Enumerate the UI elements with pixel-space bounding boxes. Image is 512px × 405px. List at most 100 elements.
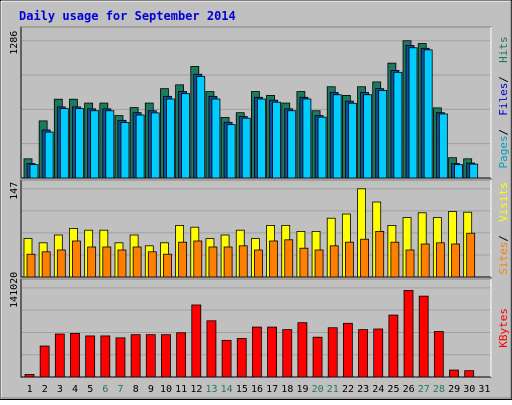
bar-kbytes	[327, 327, 338, 378]
bar-sites	[254, 249, 263, 278]
x-tick-label: 31	[478, 384, 490, 395]
x-tick-label: 7	[118, 384, 124, 395]
bar-sites	[208, 246, 218, 278]
bar-sites	[102, 246, 112, 278]
bar-kbytes	[267, 326, 277, 378]
legend-pages: Pages	[497, 135, 510, 168]
legend-separator: /	[497, 235, 510, 242]
bar-kbytes	[206, 320, 217, 378]
legend: Pages / Files / Hits	[497, 36, 510, 168]
bar-sites	[72, 240, 81, 278]
bar-pages	[241, 117, 251, 179]
bar-pages	[423, 49, 433, 179]
legend: KBytes	[497, 308, 510, 348]
x-tick-label: 27	[418, 384, 430, 395]
legend-files: Files	[497, 83, 510, 116]
bar-sites	[56, 249, 66, 278]
bar-sites	[435, 242, 445, 278]
bar-sites	[344, 241, 354, 278]
bar-sites	[314, 249, 324, 278]
bar-pages	[90, 110, 100, 179]
x-tick-label: 16	[251, 384, 263, 395]
bar-pages	[59, 108, 69, 179]
bar-pages	[181, 93, 191, 179]
bar-sites	[238, 245, 248, 278]
x-tick-label: 29	[448, 384, 460, 395]
bar-sites	[360, 238, 369, 278]
x-tick-label: 10	[160, 384, 172, 395]
panel-hits-files-pages: 1286 Pages / Files / Hits	[9, 26, 510, 179]
x-tick-label: 14	[221, 384, 233, 395]
bar-kbytes	[85, 335, 96, 378]
bar-pages	[44, 131, 54, 179]
bar-kbytes	[282, 329, 293, 378]
x-tick-label: 21	[327, 384, 339, 395]
bar-sites	[299, 247, 309, 278]
bar-kbytes	[388, 314, 399, 378]
bar-pages	[75, 108, 84, 179]
bar-pages	[393, 71, 403, 179]
bar-sites	[132, 246, 142, 278]
bar-sites	[26, 253, 36, 278]
x-tick-label: 30	[463, 384, 475, 395]
x-tick-label: 18	[281, 384, 293, 395]
bar-kbytes	[236, 338, 247, 378]
bar-pages	[135, 114, 145, 179]
bar-pages	[287, 110, 297, 179]
x-tick-label: 19	[296, 384, 308, 395]
bar-kbytes	[145, 334, 156, 378]
y-tick-label: 141020	[9, 272, 20, 308]
bar-pages	[272, 101, 281, 179]
x-tick-label: 26	[403, 384, 415, 395]
bar-sites	[223, 246, 233, 278]
bar-pages	[257, 98, 266, 179]
bar-kbytes	[358, 329, 368, 378]
bar-kbytes	[403, 290, 414, 378]
bar-pages	[166, 98, 175, 179]
bar-kbytes	[54, 333, 65, 378]
x-tick-label: 1	[27, 384, 33, 395]
bar-sites	[193, 240, 203, 278]
bar-kbytes	[418, 295, 429, 378]
bar-pages	[317, 116, 327, 179]
bar-kbytes	[464, 370, 475, 378]
x-tick-label: 13	[205, 384, 217, 395]
x-tick-label: 28	[433, 384, 445, 395]
bar-kbytes	[176, 332, 187, 378]
bar-pages	[120, 122, 130, 179]
bar-kbytes	[433, 331, 444, 378]
bar-pages	[226, 124, 236, 179]
bar-pages	[196, 76, 206, 179]
bar-kbytes	[373, 328, 384, 378]
bar-sites	[87, 246, 97, 278]
bar-sites	[147, 251, 157, 278]
x-tick-label: 6	[102, 384, 108, 395]
bar-pages	[347, 102, 357, 179]
bar-sites	[269, 240, 278, 278]
legend-hits: Hits	[497, 36, 510, 63]
bar-kbytes	[24, 374, 35, 378]
bar-pages	[150, 112, 160, 179]
panel-visits-sites: 147 Sites / Visits	[9, 179, 510, 278]
legend-kbytes: KBytes	[497, 308, 510, 348]
panel-kbytes: 141020 KBytes	[9, 272, 510, 378]
x-tick-label: 8	[133, 384, 139, 395]
bar-sites	[117, 249, 127, 278]
bar-sites	[329, 245, 339, 278]
bar-pages	[211, 98, 221, 179]
x-tick-label: 3	[57, 384, 63, 395]
bar-sites	[466, 232, 476, 278]
bar-sites	[163, 253, 172, 278]
legend-sites: Sites	[497, 242, 510, 275]
bar-kbytes	[191, 304, 202, 378]
bar-sites	[375, 231, 385, 278]
bar-kbytes	[449, 369, 459, 378]
bar-kbytes	[39, 345, 50, 378]
bar-pages	[302, 98, 312, 179]
bar-pages	[469, 163, 479, 179]
x-tick-label: 25	[387, 384, 399, 395]
bar-pages	[332, 94, 342, 179]
x-tick-label: 24	[372, 384, 384, 395]
